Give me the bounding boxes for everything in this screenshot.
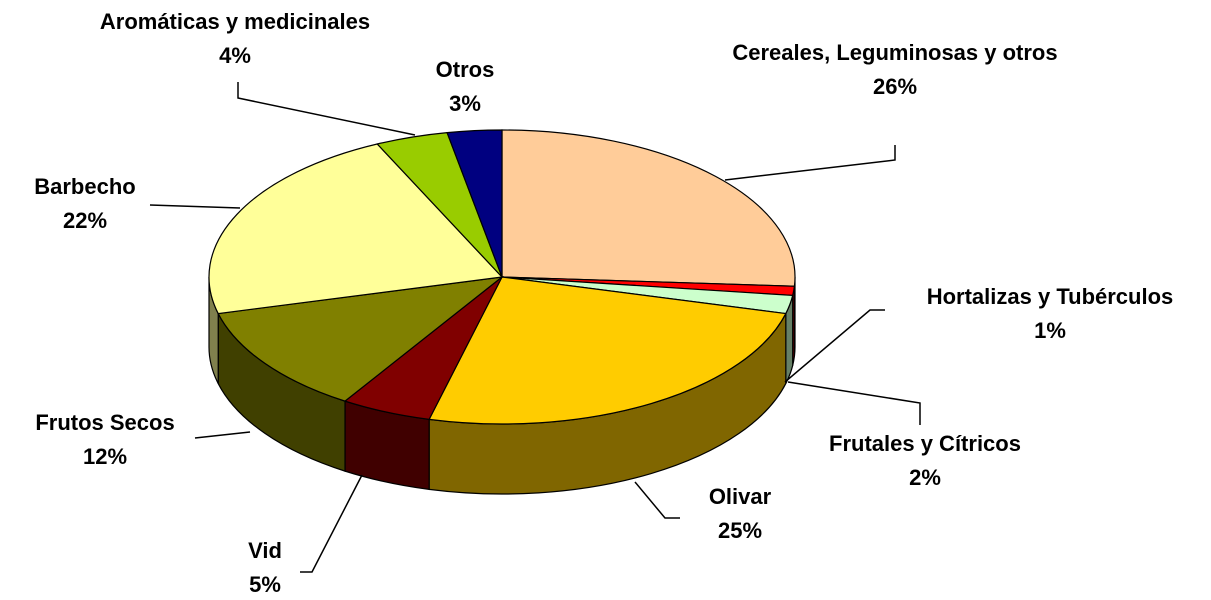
value-label: 22% (62, 208, 108, 233)
slice-label: Otros 3% (365, 53, 565, 121)
slice-label: Aromáticas y medicinales 4% (35, 5, 435, 73)
category-label: Otros (435, 57, 495, 82)
value-label: 4% (219, 43, 251, 68)
category-label: Aromáticas y medicinales (99, 9, 371, 34)
category-label: Frutos Secos (35, 410, 175, 435)
value-label: 2% (909, 465, 941, 490)
value-label: 3% (449, 91, 481, 116)
leader-line (784, 309, 885, 383)
slice (446, 129, 503, 278)
value-label: 25% (717, 518, 763, 543)
slice-label: Frutales y Cítricos 2% (725, 427, 1125, 495)
category-label: Hortalizas y Tubérculos (926, 284, 1174, 309)
slice (501, 129, 796, 287)
value-label: 1% (1034, 318, 1066, 343)
leader-line (787, 381, 921, 425)
category-label: Vid (248, 538, 282, 563)
leader-line (634, 481, 680, 519)
slice-label: Vid 5% (165, 534, 365, 600)
slice-label: Olivar 25% (640, 480, 840, 548)
leader-line (194, 431, 251, 439)
category-label: Cereales, Leguminosas y otros (732, 40, 1058, 65)
slice-label: Barbecho 22% (0, 170, 185, 238)
value-label: 26% (872, 74, 918, 99)
slice-label: Frutos Secos 12% (0, 406, 215, 474)
leader-line (149, 204, 241, 209)
slice-sides (208, 276, 796, 495)
leader-line (300, 474, 363, 573)
slice-label: Hortalizas y Tubérculos 1% (850, 280, 1211, 348)
slice (208, 143, 504, 315)
category-label: Barbecho (34, 174, 136, 199)
category-label: Frutales y Cítricos (829, 431, 1021, 456)
value-label: 12% (82, 444, 128, 469)
slice (428, 276, 787, 425)
slice (217, 276, 505, 402)
value-label: 5% (249, 572, 281, 597)
slice-tops (208, 129, 796, 425)
category-label: Olivar (708, 484, 772, 509)
leader-line (724, 145, 896, 181)
slice-label: Cereales, Leguminosas y otros 26% (725, 36, 1065, 104)
leader-line (237, 82, 416, 136)
leader-lines (149, 82, 921, 573)
